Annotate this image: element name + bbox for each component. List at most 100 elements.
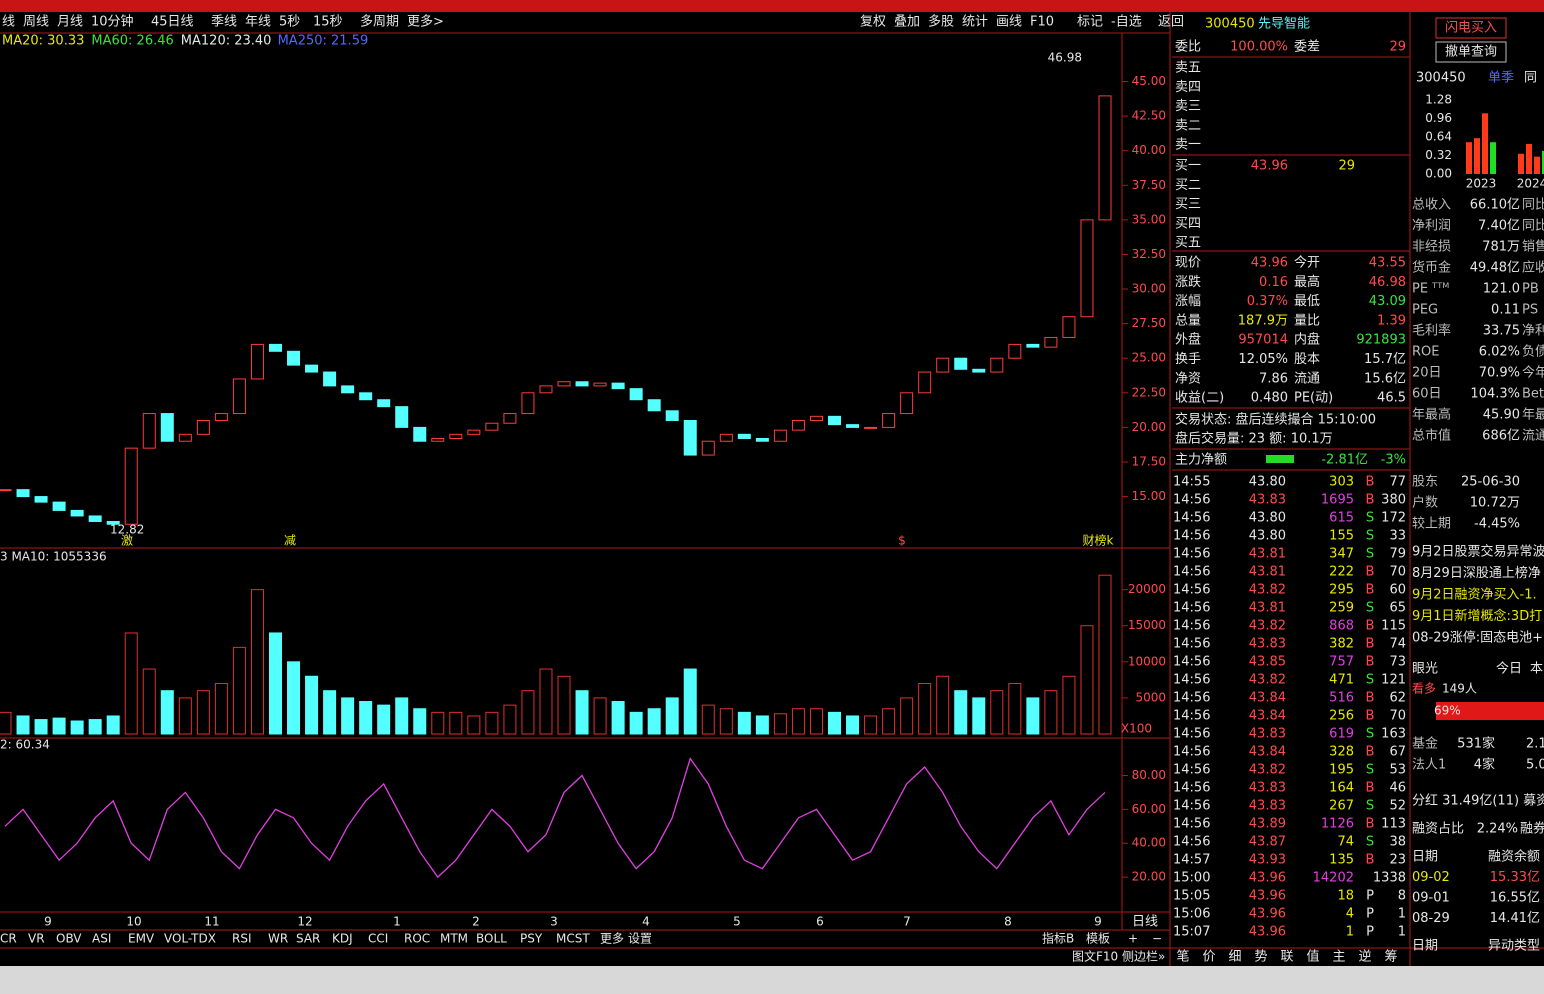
candle: [1062, 316, 1076, 338]
tool-button[interactable]: 标记: [1077, 15, 1103, 30]
template-tab[interactable]: −: [1152, 932, 1162, 946]
volume-bar: [305, 675, 319, 735]
label: 应收: [1522, 260, 1544, 276]
trade-price: 43.81: [1249, 601, 1286, 616]
news-item[interactable]: 08-29涨停:固态电池+: [1412, 630, 1543, 646]
tool-button[interactable]: 复权: [860, 14, 886, 30]
news-item[interactable]: 9月1日新增概念:3D打: [1412, 608, 1542, 624]
label: 户数: [1412, 495, 1438, 511]
indicator-tab[interactable]: VOL-TDX: [164, 932, 216, 946]
template-tab[interactable]: 指标B: [1042, 931, 1074, 946]
indicator-tab[interactable]: 设置: [628, 932, 652, 946]
label: 686亿: [1482, 429, 1520, 444]
volume-tick-label: 15000: [1128, 618, 1166, 632]
label: 20日: [1412, 366, 1442, 381]
tool-button[interactable]: 返回: [1158, 15, 1184, 30]
indicator-tab[interactable]: WR: [268, 932, 288, 946]
button[interactable]: 闪电买入: [1445, 21, 1497, 36]
trade-volume: 303: [1329, 475, 1354, 490]
label: 外盘: [1175, 332, 1201, 348]
price-tick-label: 32.50: [1132, 247, 1166, 261]
candle: [647, 399, 661, 412]
trade-time: 14:56: [1173, 673, 1210, 688]
button[interactable]: 撤单查询: [1445, 44, 1497, 60]
period-tab[interactable]: 季线: [211, 15, 237, 30]
indicator-tab[interactable]: MTM: [440, 932, 468, 946]
ask-label: 卖二: [1175, 118, 1201, 133]
label: 46.98: [1369, 275, 1406, 290]
candle: [323, 371, 337, 387]
detail-tab[interactable]: 值: [1306, 949, 1319, 965]
indicator-tab[interactable]: KDJ: [332, 932, 353, 946]
period-tab[interactable]: 10分钟: [91, 14, 134, 30]
period-tab[interactable]: 更多>: [407, 14, 444, 30]
indicator-tab[interactable]: OBV: [56, 932, 82, 946]
detail-tab[interactable]: 筹: [1384, 949, 1397, 965]
period-tab[interactable]: 月线: [57, 15, 83, 30]
label: 0.480: [1251, 391, 1288, 406]
bid-label: 买四: [1175, 216, 1201, 231]
candle: [557, 381, 571, 387]
indicator-tab[interactable]: PSY: [520, 932, 543, 946]
tool-button[interactable]: 统计: [962, 15, 988, 30]
status-tab[interactable]: 图文F10: [1072, 949, 1118, 964]
tool-button[interactable]: F10: [1030, 15, 1054, 30]
detail-tab[interactable]: 逆: [1358, 949, 1371, 965]
volume-bar: [142, 668, 156, 735]
news-item[interactable]: 9月2日股票交易异常波动: [1412, 544, 1544, 560]
indicator-tab[interactable]: CR: [0, 932, 17, 946]
indicator-tab[interactable]: 更多: [600, 932, 624, 946]
candle: [124, 447, 138, 525]
news-item[interactable]: 8月29日深股通上榜净: [1412, 565, 1541, 581]
period-tab[interactable]: 年线: [245, 15, 271, 30]
bid-label: 买二: [1175, 178, 1201, 193]
status-tab[interactable]: 侧边栏»: [1122, 949, 1165, 964]
candle: [503, 413, 517, 424]
eps-tick: 0.00: [1425, 167, 1452, 181]
detail-tab[interactable]: 细: [1228, 950, 1241, 965]
volume-bar: [124, 632, 138, 735]
indicator-tab[interactable]: ASI: [92, 932, 111, 946]
tool-button[interactable]: 多股: [928, 14, 954, 30]
indicator-tab[interactable]: SAR: [296, 932, 320, 946]
indicator-tab[interactable]: MCST: [556, 932, 590, 946]
label: 2.24%: [1477, 822, 1518, 837]
detail-tab[interactable]: 主: [1332, 950, 1345, 965]
ma-legend: MA120: 23.40: [181, 34, 272, 49]
marker: 激: [121, 534, 133, 548]
tool-button[interactable]: 画线: [996, 15, 1022, 30]
period-tab[interactable]: 15秒: [313, 15, 343, 30]
detail-tab[interactable]: 价: [1202, 950, 1215, 965]
indicator-tab[interactable]: BOLL: [476, 932, 507, 946]
indicator-tab[interactable]: CCI: [368, 932, 388, 946]
label: 09-02: [1412, 870, 1450, 885]
indicator-tab[interactable]: RSI: [232, 932, 252, 946]
candle: [846, 424, 860, 428]
tool-button[interactable]: 叠加: [894, 15, 920, 30]
period-tab[interactable]: 周线: [23, 15, 49, 30]
trade-volume: 195: [1329, 763, 1354, 778]
high-label: 46.98: [1048, 51, 1082, 65]
detail-tab[interactable]: 势: [1254, 949, 1267, 965]
news-item[interactable]: 9月2日融资净买入-1.: [1412, 588, 1537, 603]
label: 60日: [1412, 387, 1442, 402]
ask-label: 卖三: [1175, 99, 1201, 114]
ma-legend: MA20: 30.33: [2, 34, 84, 49]
indicator-tab[interactable]: ROC: [404, 932, 430, 946]
template-tab[interactable]: 模板: [1086, 932, 1110, 946]
period-tab[interactable]: 多周期: [360, 14, 399, 30]
volume-bar: [250, 589, 264, 735]
period-tab[interactable]: 5秒: [279, 15, 300, 30]
indicator-tab[interactable]: VR: [28, 932, 45, 946]
detail-tab[interactable]: 笔: [1176, 949, 1189, 965]
detail-tab[interactable]: 联: [1280, 950, 1293, 965]
period-tab[interactable]: 45日线: [151, 15, 194, 30]
label: 187.9万: [1238, 313, 1288, 328]
label: 0.37%: [1247, 294, 1288, 309]
label: 7.40亿: [1478, 219, 1520, 234]
indicator-tab[interactable]: EMV: [128, 932, 155, 946]
template-tab[interactable]: +: [1128, 932, 1138, 946]
tool-button[interactable]: -自选: [1111, 15, 1142, 30]
trade-time: 15:07: [1173, 925, 1210, 940]
period-tab[interactable]: 线: [2, 15, 15, 30]
